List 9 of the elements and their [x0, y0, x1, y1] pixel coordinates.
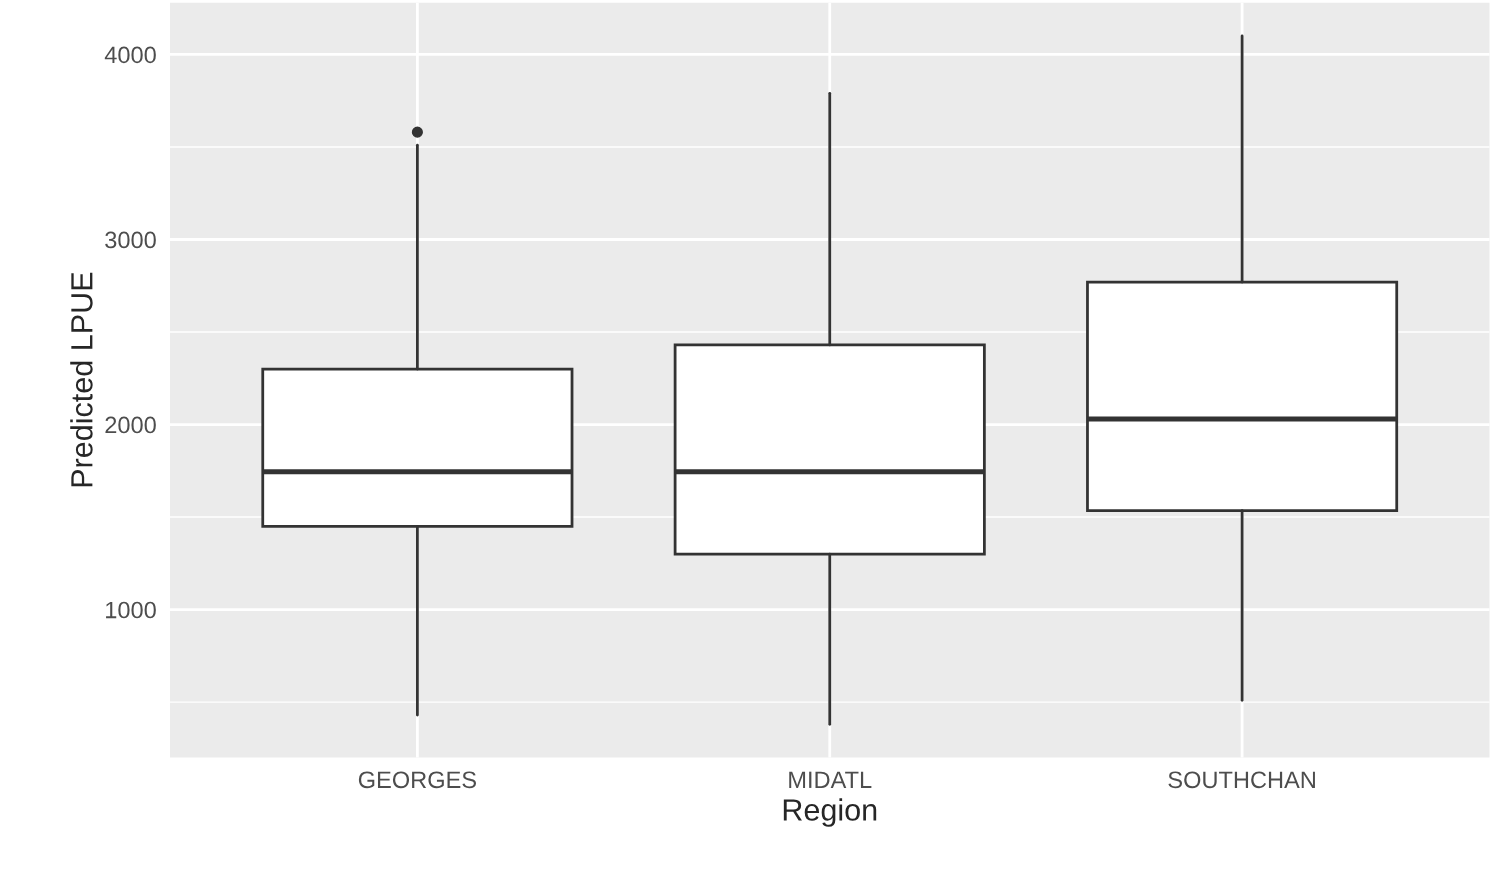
y-tick-label: 3000 [105, 231, 156, 249]
y-tick-label: 4000 [104, 46, 156, 64]
x-tick-label: GEORGES [358, 771, 476, 789]
x-axis-title: Region [783, 798, 877, 827]
y-tick-label: 2000 [105, 416, 156, 434]
y-axis-title: Predicted LPUE [70, 272, 93, 487]
x-tick-label: MIDATL [789, 771, 872, 788]
y-tick-label: 1000 [106, 601, 156, 619]
x-tick-label: SOUTHCHAN [1168, 771, 1315, 789]
